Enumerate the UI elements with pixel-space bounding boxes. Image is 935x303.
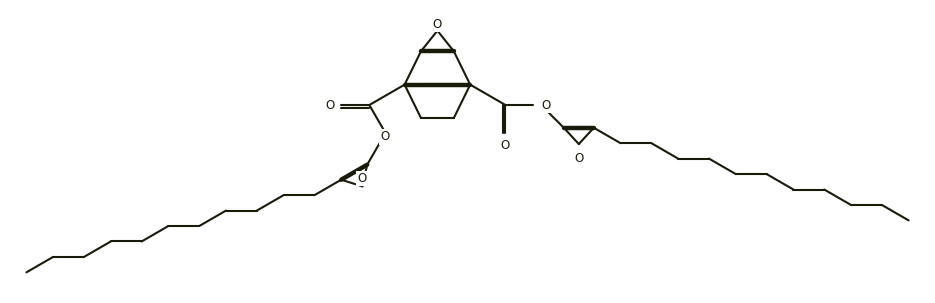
Text: O: O bbox=[325, 98, 335, 112]
Text: O: O bbox=[358, 172, 367, 185]
Text: O: O bbox=[574, 152, 583, 165]
Text: O: O bbox=[381, 130, 390, 143]
Text: O: O bbox=[433, 18, 442, 31]
Text: O: O bbox=[541, 98, 551, 112]
Text: O: O bbox=[501, 139, 511, 152]
